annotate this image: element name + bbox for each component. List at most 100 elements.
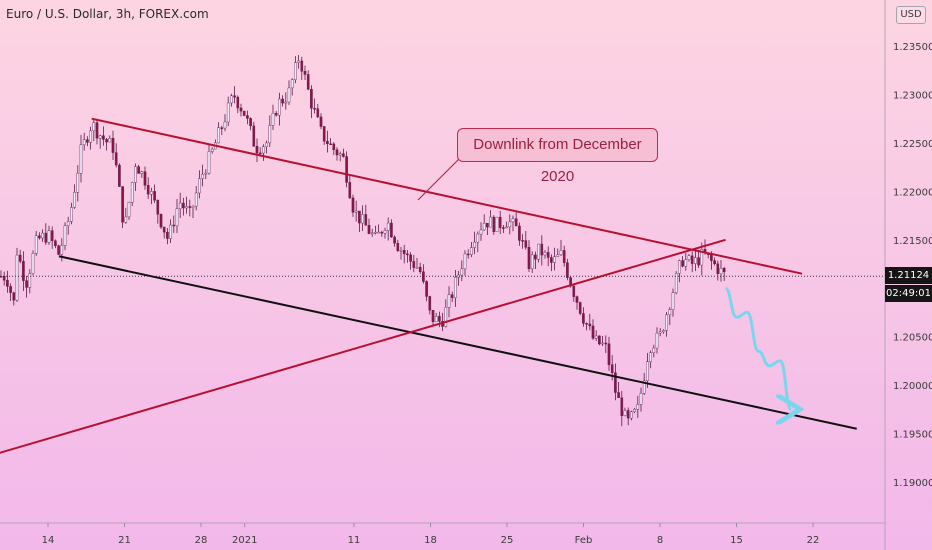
candle-body — [559, 250, 563, 256]
candle-body — [98, 135, 102, 139]
candle-body — [153, 191, 156, 201]
time-axis[interactable]: 14 21 28 2021 11 18 25 Feb 8 15 22 — [42, 523, 820, 546]
candle-body — [431, 310, 435, 322]
candle-body — [9, 286, 12, 293]
candle-body — [585, 323, 588, 325]
candle-body — [450, 294, 454, 298]
candle-body — [185, 206, 188, 209]
candle-body — [716, 263, 720, 274]
candle-body — [294, 62, 297, 80]
candle-body — [518, 225, 521, 241]
annotation-pointer — [417, 157, 461, 201]
candle-body — [601, 342, 604, 345]
candle-body — [86, 139, 89, 143]
candle-body — [172, 224, 176, 227]
candle-body — [399, 250, 403, 252]
candle-body — [210, 148, 214, 152]
symbol-title[interactable]: Euro / U.S. Dollar, 3h, FOREX.com — [6, 7, 209, 21]
x-tick-label: 21 — [118, 535, 131, 546]
candle-body — [380, 231, 384, 234]
candle-body — [444, 307, 448, 327]
candle-body — [31, 253, 35, 274]
candle-body — [47, 230, 51, 243]
candle-body — [121, 186, 124, 223]
candle-body — [598, 335, 601, 345]
candle-body — [412, 261, 416, 268]
y-tick-label: 1.19000 — [893, 478, 932, 489]
candle-body — [198, 178, 201, 194]
candle-body — [89, 130, 92, 143]
candle-body — [623, 410, 627, 416]
candle-body — [319, 116, 323, 127]
candle-body — [6, 279, 9, 287]
candle-body — [646, 361, 649, 381]
candle-body — [671, 292, 675, 310]
x-tick-label: 14 — [42, 535, 55, 546]
candle-body — [316, 108, 320, 118]
candle-body — [335, 149, 339, 156]
x-tick-label: 28 — [195, 535, 208, 546]
trendlines-group — [0, 117, 857, 477]
candle-body — [102, 135, 105, 140]
candle-body — [322, 126, 326, 142]
candle-body — [278, 98, 281, 116]
candle-body — [358, 210, 361, 224]
y-tick-label: 1.20000 — [893, 381, 932, 392]
candle-body — [626, 410, 630, 419]
candle-body — [543, 252, 547, 256]
y-tick-label: 1.22000 — [893, 187, 932, 198]
candle-body — [527, 247, 531, 270]
projection-arrow — [724, 286, 792, 409]
candle-body — [505, 226, 508, 229]
last-price-tag: 1.21124 — [885, 267, 932, 284]
candle-body — [127, 202, 131, 218]
candle-body — [191, 205, 195, 208]
currency-badge[interactable]: USD — [896, 6, 926, 24]
candle-body — [242, 110, 246, 116]
candle-body — [134, 166, 137, 183]
candle-body — [2, 276, 6, 281]
annotation-callout[interactable]: Downlink from December 2020 — [457, 128, 658, 185]
candle-body — [521, 240, 524, 242]
candle-body — [668, 309, 672, 316]
candle-body — [175, 208, 179, 227]
y-tick-label: 1.22500 — [893, 139, 932, 150]
candle-body — [418, 266, 422, 272]
candle-body — [326, 140, 329, 145]
candle-body — [258, 152, 262, 155]
candle-body — [290, 79, 294, 89]
candle-body — [639, 393, 643, 405]
x-tick-label: 11 — [348, 535, 361, 546]
candle-body — [361, 214, 364, 224]
y-tick-label: 1.20500 — [893, 333, 932, 344]
candle-body — [572, 285, 576, 297]
support-line[interactable] — [58, 255, 857, 430]
candle-body — [402, 250, 406, 255]
candle-body — [636, 404, 640, 410]
candle-body — [114, 152, 118, 166]
candle-body — [690, 255, 694, 264]
candle-body — [124, 216, 128, 223]
candle-body — [268, 125, 272, 144]
candle-body — [594, 335, 598, 339]
downtrend-line[interactable] — [91, 117, 803, 275]
x-tick-label: 18 — [424, 535, 437, 546]
candle-body — [303, 71, 307, 75]
candle-body — [393, 236, 396, 244]
candle-body — [252, 125, 256, 147]
candle-body — [415, 266, 419, 269]
candle-body — [15, 254, 19, 301]
candle-body — [140, 171, 144, 174]
candle-body — [575, 296, 579, 303]
candle-body — [428, 296, 432, 311]
candle-body — [674, 273, 678, 293]
x-tick-label: 15 — [730, 535, 743, 546]
candle-body — [540, 243, 544, 256]
rising-trendline[interactable] — [0, 238, 726, 477]
candle-body — [338, 153, 342, 156]
candle-body — [658, 331, 662, 334]
candle-body — [249, 118, 252, 127]
candle-body — [434, 316, 438, 322]
candle-body — [105, 139, 108, 143]
